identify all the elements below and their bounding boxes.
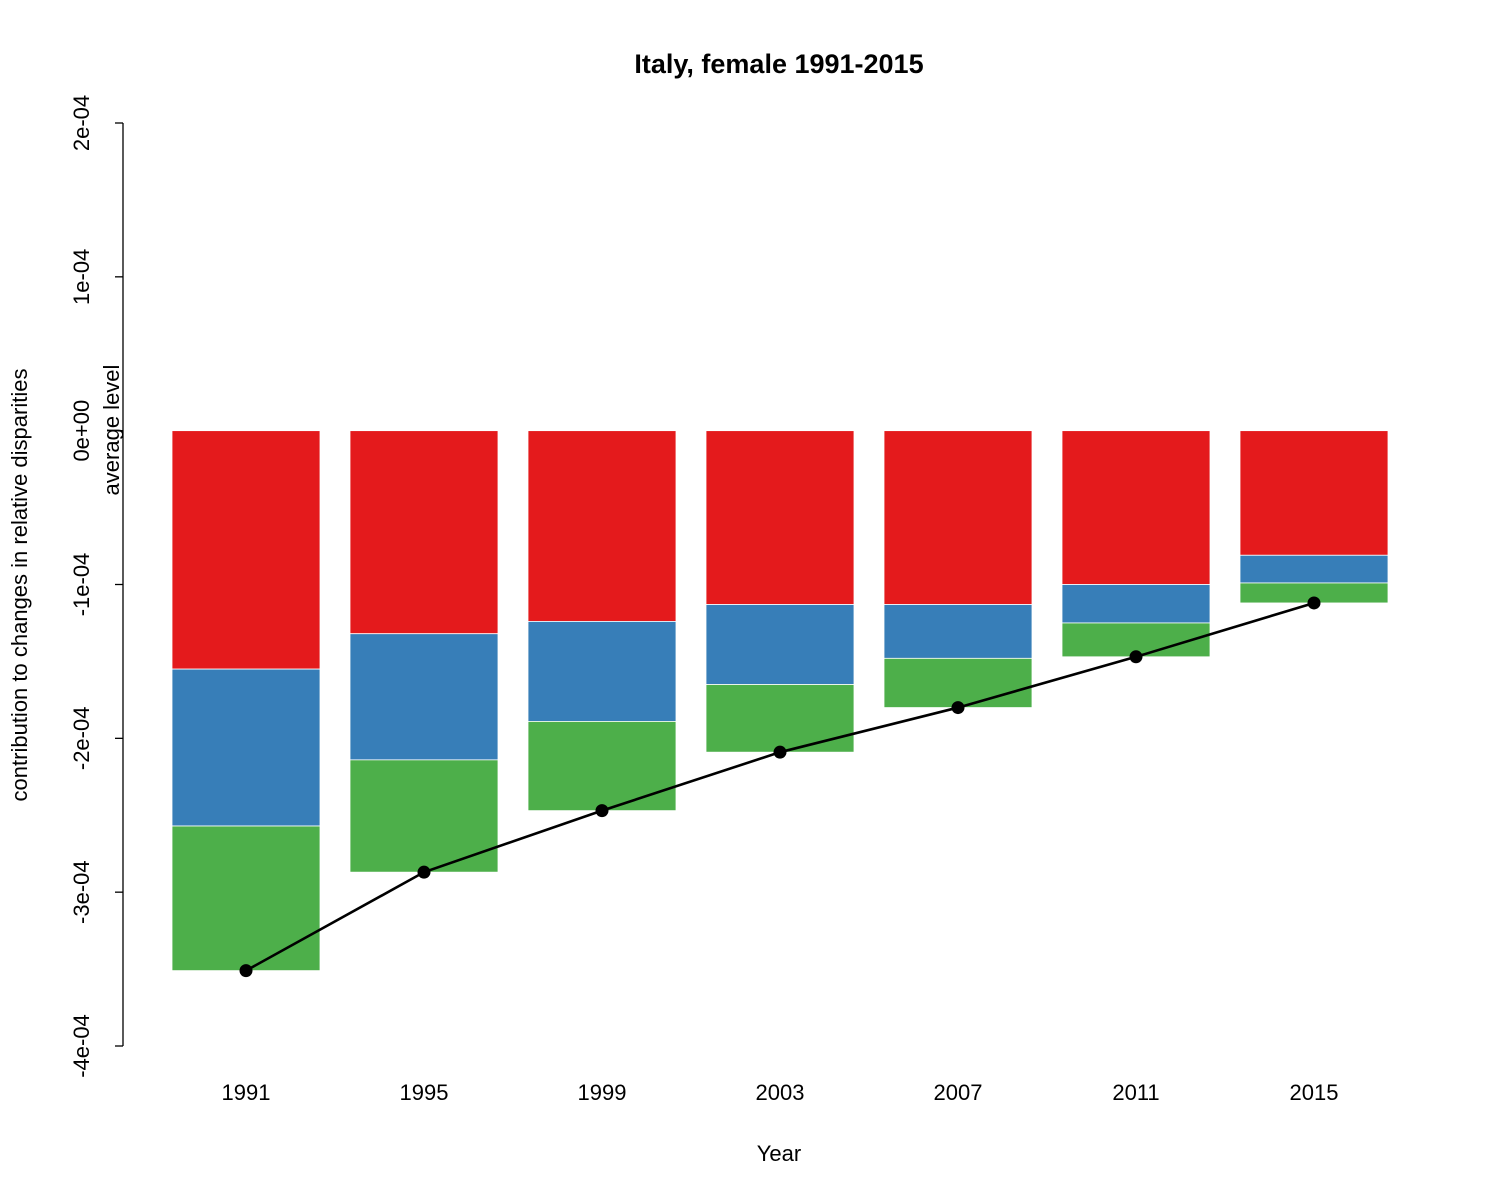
bar-segment-2015-2 xyxy=(1239,554,1389,584)
bar-segment-2011-1 xyxy=(1061,430,1211,585)
trend-line xyxy=(239,596,1321,978)
x-tick-label: 1991 xyxy=(222,1080,271,1105)
trend-point-1995 xyxy=(417,865,431,879)
bar-segment-1999-1 xyxy=(527,430,677,622)
trend-point-2011 xyxy=(1129,650,1143,664)
average-level-annotation: average level xyxy=(99,365,124,496)
y-tick-label: -3e-04 xyxy=(69,860,94,924)
y-tick-label: 1e-04 xyxy=(69,249,94,305)
bar-segment-1991-2 xyxy=(171,668,321,827)
bar-segment-2007-2 xyxy=(883,604,1033,659)
bar-segment-2007-3 xyxy=(883,657,1033,708)
y-tick-label: 2e-04 xyxy=(69,95,94,151)
bar-segment-1995-2 xyxy=(349,633,499,761)
x-tick-label: 2003 xyxy=(756,1080,805,1105)
x-tick-label: 1999 xyxy=(578,1080,627,1105)
x-tick-labels: 1991 1995 1999 2003 2007 2011 2015 xyxy=(222,1080,1339,1105)
y-axis-label: contribution to changes in relative disp… xyxy=(7,369,32,802)
x-tick-label: 2007 xyxy=(934,1080,983,1105)
bar-segment-1991-3 xyxy=(171,825,321,972)
y-tick-label: -1e-04 xyxy=(69,553,94,617)
y-axis: -4e-04 -3e-04 -2e-04 -1e-04 0e+00 1e-04 2e-04 xyxy=(69,95,124,1078)
trend-point-2015 xyxy=(1307,596,1321,610)
bar-segment-1991-1 xyxy=(171,430,321,670)
chart-title: Italy, female 1991-2015 xyxy=(634,49,923,79)
bar-segment-2003-3 xyxy=(705,684,855,753)
trend-point-2007 xyxy=(951,701,965,715)
x-tick-label: 1995 xyxy=(400,1080,449,1105)
y-tick-label: 0e+00 xyxy=(69,400,94,462)
trend-point-1991 xyxy=(239,964,253,978)
bar-segment-2015-1 xyxy=(1239,430,1389,556)
bar-segment-2003-1 xyxy=(705,430,855,605)
bar-segment-1995-3 xyxy=(349,759,499,873)
x-tick-label: 2011 xyxy=(1112,1080,1159,1105)
x-tick-label: 2015 xyxy=(1290,1080,1339,1105)
trend-point-1999 xyxy=(595,804,609,818)
bar-segment-1999-2 xyxy=(527,621,677,722)
bars xyxy=(171,430,1389,972)
x-axis-label: Year xyxy=(757,1141,801,1166)
bar-segment-2007-1 xyxy=(883,430,1033,605)
bar-segment-1995-1 xyxy=(349,430,499,635)
y-tick-label: -4e-04 xyxy=(69,1014,94,1078)
bar-segment-1999-3 xyxy=(527,721,677,812)
bar-segment-2011-2 xyxy=(1061,584,1211,624)
trend-point-2003 xyxy=(773,745,787,759)
y-tick-label: -2e-04 xyxy=(69,707,94,771)
bar-segment-2003-2 xyxy=(705,604,855,685)
